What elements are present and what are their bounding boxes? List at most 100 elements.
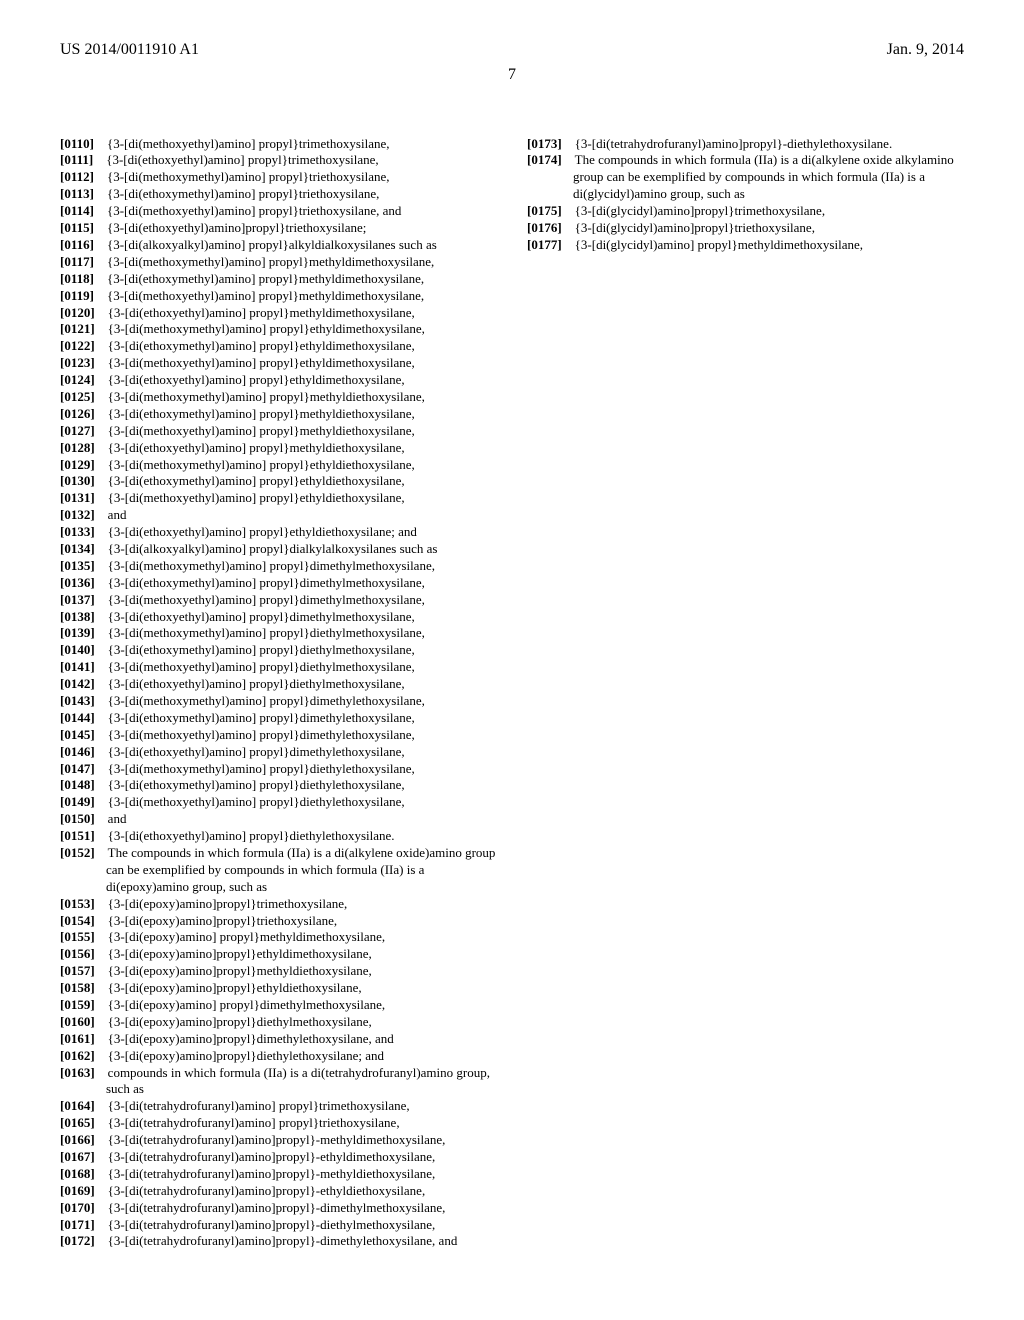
paragraph-text: {3-[di(ethoxyethyl)amino] propyl}dimethy…	[108, 744, 405, 759]
patent-number: US 2014/0011910 A1	[60, 40, 199, 61]
paragraph-text: {3-[di(tetrahydrofuranyl)amino]propyl}-d…	[108, 1233, 458, 1248]
paragraph-number: [0133]	[60, 524, 108, 539]
paragraph-entry: [0144] {3-[di(ethoxymethyl)amino] propyl…	[60, 710, 497, 727]
paragraph-number: [0154]	[60, 913, 108, 928]
paragraph-text: {3-[di(methoxyethyl)amino] propyl}diethy…	[108, 659, 415, 674]
paragraph-entry: [0117] {3-[di(methoxymethyl)amino] propy…	[60, 254, 497, 271]
paragraph-text: {3-[di(methoxyethyl)amino] propyl}ethyld…	[108, 355, 415, 370]
paragraph-number: [0156]	[60, 946, 108, 961]
page-number: 7	[60, 65, 964, 86]
paragraph-text: compounds in which formula (IIa) is a di…	[106, 1065, 490, 1097]
paragraph-entry: [0129] {3-[di(methoxymethyl)amino] propy…	[60, 457, 497, 474]
paragraph-text: {3-[di(epoxy)amino]propyl}ethyldimethoxy…	[108, 946, 372, 961]
paragraph-text: {3-[di(glycidyl)amino]propyl}trimethoxys…	[575, 203, 825, 218]
paragraph-number: [0157]	[60, 963, 108, 978]
paragraph-number: [0158]	[60, 980, 108, 995]
paragraph-text: {3-[di(tetrahydrofuranyl)amino]propyl}-d…	[108, 1217, 436, 1232]
paragraph-text: {3-[di(tetrahydrofuranyl)amino]propyl}-e…	[108, 1183, 426, 1198]
paragraph-entry: [0121] {3-[di(methoxymethyl)amino] propy…	[60, 321, 497, 338]
paragraph-entry: [0156] {3-[di(epoxy)amino]propyl}ethyldi…	[60, 946, 497, 963]
paragraph-text: and	[108, 811, 127, 826]
paragraph-number: [0177]	[527, 237, 575, 252]
paragraph-entry: [0172] {3-[di(tetrahydrofuranyl)amino]pr…	[60, 1233, 497, 1250]
paragraph-entry: [0164] {3-[di(tetrahydrofuranyl)amino] p…	[60, 1098, 497, 1115]
paragraph-entry: [0127] {3-[di(methoxyethyl)amino] propyl…	[60, 423, 497, 440]
paragraph-text: The compounds in which formula (IIa) is …	[106, 845, 495, 894]
paragraph-entry: [0139] {3-[di(methoxymethyl)amino] propy…	[60, 625, 497, 642]
paragraph-number: [0164]	[60, 1098, 108, 1113]
paragraph-entry: [0167] {3-[di(tetrahydrofuranyl)amino]pr…	[60, 1149, 497, 1166]
paragraph-entry: [0152] The compounds in which formula (I…	[60, 845, 497, 896]
paragraph-entry: [0142] {3-[di(ethoxyethyl)amino] propyl}…	[60, 676, 497, 693]
paragraph-number: [0141]	[60, 659, 108, 674]
paragraph-number: [0111]	[60, 152, 106, 167]
paragraph-entry: [0158] {3-[di(epoxy)amino]propyl}ethyldi…	[60, 980, 497, 997]
paragraph-entry: [0143] {3-[di(methoxymethyl)amino] propy…	[60, 693, 497, 710]
paragraph-number: [0176]	[527, 220, 575, 235]
paragraph-text: The compounds in which formula (IIa) is …	[573, 152, 954, 201]
paragraph-number: [0131]	[60, 490, 108, 505]
paragraph-number: [0116]	[60, 237, 107, 252]
paragraph-number: [0122]	[60, 338, 108, 353]
paragraph-number: [0160]	[60, 1014, 108, 1029]
paragraph-text: {3-[di(epoxy)amino]propyl}methyldiethoxy…	[108, 963, 372, 978]
paragraph-entry: [0134] {3-[di(alkoxyalkyl)amino] propyl}…	[60, 541, 497, 558]
paragraph-number: [0159]	[60, 997, 108, 1012]
paragraph-number: [0167]	[60, 1149, 108, 1164]
paragraph-text: {3-[di(tetrahydrofuranyl)amino] propyl}t…	[108, 1115, 400, 1130]
paragraph-text: {3-[di(epoxy)amino] propyl}dimethylmetho…	[108, 997, 385, 1012]
paragraph-entry: [0169] {3-[di(tetrahydrofuranyl)amino]pr…	[60, 1183, 497, 1200]
paragraph-text: {3-[di(methoxyethyl)amino] propyl}methyl…	[107, 288, 424, 303]
paragraph-number: [0150]	[60, 811, 108, 826]
paragraph-number: [0146]	[60, 744, 108, 759]
paragraph-entry: [0150] and	[60, 811, 497, 828]
paragraph-number: [0130]	[60, 473, 108, 488]
paragraph-text: {3-[di(ethoxymethyl)amino] propyl}dimeth…	[108, 575, 425, 590]
paragraph-number: [0119]	[60, 288, 107, 303]
paragraph-text: {3-[di(ethoxyethyl)amino] propyl}methyld…	[108, 440, 405, 455]
paragraph-entry: [0140] {3-[di(ethoxymethyl)amino] propyl…	[60, 642, 497, 659]
paragraph-text: {3-[di(ethoxyethyl)amino] propyl}ethyldi…	[108, 524, 417, 539]
paragraph-number: [0168]	[60, 1166, 108, 1181]
paragraph-number: [0161]	[60, 1031, 108, 1046]
paragraph-text: {3-[di(methoxyethyl)amino] propyl}dimeth…	[108, 727, 415, 742]
paragraph-entry: [0126] {3-[di(ethoxymethyl)amino] propyl…	[60, 406, 497, 423]
paragraph-text: {3-[di(methoxymethyl)amino] propyl}triet…	[107, 169, 390, 184]
paragraph-text: {3-[di(tetrahydrofuranyl)amino]propyl}-e…	[108, 1149, 436, 1164]
paragraph-number: [0134]	[60, 541, 108, 556]
paragraph-number: [0148]	[60, 777, 108, 792]
paragraph-entry: [0161] {3-[di(epoxy)amino]propyl}dimethy…	[60, 1031, 497, 1048]
paragraph-number: [0143]	[60, 693, 108, 708]
paragraph-text: {3-[di(epoxy)amino]propyl}diethylethoxys…	[108, 1048, 384, 1063]
paragraph-entry: [0160] {3-[di(epoxy)amino]propyl}diethyl…	[60, 1014, 497, 1031]
paragraph-entry: [0149] {3-[di(methoxyethyl)amino] propyl…	[60, 794, 497, 811]
paragraph-text: {3-[di(ethoxymethyl)amino] propyl}trieth…	[107, 186, 379, 201]
paragraph-number: [0117]	[60, 254, 107, 269]
paragraph-text: {3-[di(methoxymethyl)amino] propyl}dieth…	[108, 761, 415, 776]
paragraph-number: [0149]	[60, 794, 108, 809]
paragraph-text: {3-[di(ethoxymethyl)amino] propyl}methyl…	[108, 406, 415, 421]
paragraph-entry: [0116] {3-[di(alkoxyalkyl)amino] propyl}…	[60, 237, 497, 254]
paragraph-entry: [0114] {3-[di(methoxyethyl)amino] propyl…	[60, 203, 497, 220]
paragraph-text: {3-[di(methoxyethyl)amino] propyl}trimet…	[107, 136, 390, 151]
paragraph-text: {3-[di(ethoxymethyl)amino] propyl}dimeth…	[108, 710, 415, 725]
paragraph-text: {3-[di(ethoxyethyl)amino] propyl}methyld…	[108, 305, 415, 320]
paragraph-text: {3-[di(ethoxyethyl)amino] propyl}diethyl…	[108, 676, 405, 691]
paragraph-text: {3-[di(ethoxymethyl)amino] propyl}ethyld…	[108, 338, 415, 353]
paragraph-number: [0135]	[60, 558, 108, 573]
paragraph-entry: [0123] {3-[di(methoxyethyl)amino] propyl…	[60, 355, 497, 372]
paragraph-entry: [0132] and	[60, 507, 497, 524]
paragraph-entry: [0147] {3-[di(methoxymethyl)amino] propy…	[60, 761, 497, 778]
paragraph-text: {3-[di(ethoxymethyl)amino] propyl}diethy…	[108, 642, 415, 657]
paragraph-entry: [0135] {3-[di(methoxymethyl)amino] propy…	[60, 558, 497, 575]
paragraph-text: {3-[di(ethoxyethyl)amino] propyl}diethyl…	[108, 828, 395, 843]
paragraph-entry: [0157] {3-[di(epoxy)amino]propyl}methyld…	[60, 963, 497, 980]
paragraph-text: {3-[di(ethoxyethyl)amino] propyl}dimethy…	[108, 609, 415, 624]
paragraph-entry: [0148] {3-[di(ethoxymethyl)amino] propyl…	[60, 777, 497, 794]
paragraph-number: [0152]	[60, 845, 108, 860]
paragraph-number: [0137]	[60, 592, 108, 607]
paragraph-text: {3-[di(alkoxyalkyl)amino] propyl}dialkyl…	[108, 541, 438, 556]
paragraph-entry: [0165] {3-[di(tetrahydrofuranyl)amino] p…	[60, 1115, 497, 1132]
paragraph-entry: [0133] {3-[di(ethoxyethyl)amino] propyl}…	[60, 524, 497, 541]
paragraph-number: [0123]	[60, 355, 108, 370]
